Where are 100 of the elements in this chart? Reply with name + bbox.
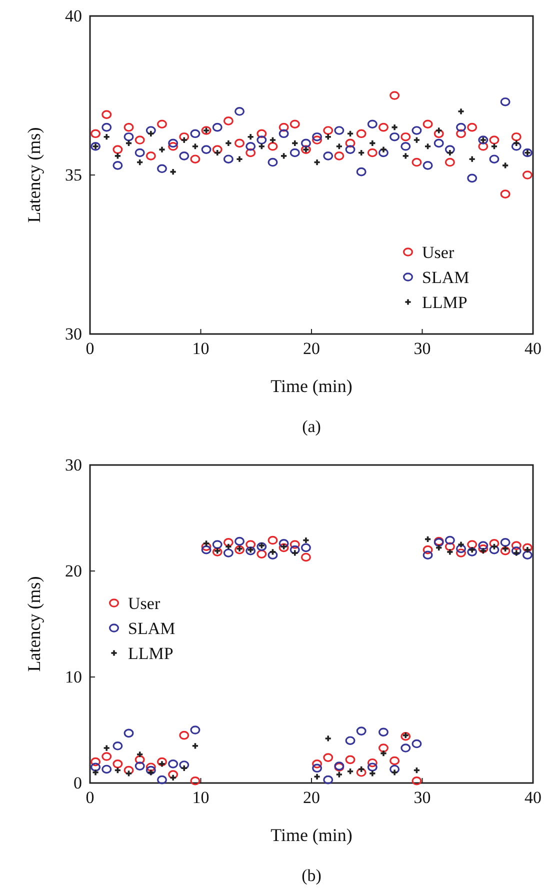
point (179, 730, 190, 740)
point (490, 142, 498, 150)
point (367, 120, 378, 129)
point (156, 775, 167, 784)
point (224, 140, 232, 147)
point (312, 764, 322, 773)
point (102, 122, 112, 132)
point (102, 752, 112, 761)
point (179, 760, 190, 770)
point (368, 770, 376, 778)
point (312, 136, 322, 144)
point (300, 552, 311, 562)
point (146, 152, 156, 160)
legend-label: LLMP (128, 644, 174, 663)
point (256, 129, 267, 138)
legend-label: LLMP (422, 293, 468, 312)
x-tick-label: 10 (192, 788, 210, 808)
point (478, 142, 488, 151)
point (468, 155, 476, 163)
point (313, 772, 321, 780)
point (190, 129, 200, 138)
point (512, 140, 520, 147)
legend-label: User (422, 243, 454, 262)
point (202, 540, 210, 548)
point (278, 539, 289, 548)
point (378, 122, 388, 132)
point (201, 542, 212, 552)
point (223, 538, 234, 547)
point (234, 107, 245, 116)
point (422, 545, 433, 554)
point (278, 129, 289, 138)
point (268, 536, 278, 545)
point (278, 122, 289, 132)
point (356, 768, 366, 777)
point (90, 129, 101, 138)
point (323, 126, 334, 135)
point (125, 770, 132, 778)
point (489, 545, 500, 554)
y-tick-label: 0 (74, 773, 82, 792)
point (358, 149, 366, 156)
point (136, 750, 144, 758)
point (146, 762, 156, 772)
point (390, 756, 400, 766)
point (312, 132, 322, 142)
point (246, 148, 256, 158)
point (246, 540, 256, 549)
point (134, 755, 145, 764)
point (302, 536, 310, 544)
point (402, 152, 410, 160)
point (214, 149, 222, 156)
point (478, 541, 488, 550)
point (456, 548, 466, 558)
point (258, 142, 266, 150)
point (367, 762, 378, 772)
point (444, 542, 455, 552)
point (268, 158, 278, 167)
point (422, 161, 433, 170)
point (490, 542, 498, 550)
point (290, 545, 300, 554)
point (467, 548, 478, 556)
point (524, 546, 532, 554)
point (457, 108, 465, 116)
point (422, 550, 433, 560)
point (444, 158, 455, 167)
point (212, 540, 222, 549)
point (124, 132, 134, 142)
point (412, 739, 422, 748)
point (112, 161, 123, 170)
legend-label: SLAM (422, 268, 470, 287)
point (224, 542, 232, 550)
point (368, 140, 376, 147)
point (192, 142, 199, 150)
y-axis-title: Latency (ms) (24, 127, 44, 223)
point (324, 734, 332, 742)
x-tick-label: 40 (524, 788, 542, 808)
point (190, 726, 200, 734)
y-tick-label: 40 (65, 6, 82, 26)
point (146, 766, 156, 775)
point (434, 129, 444, 138)
point (346, 768, 354, 776)
point (190, 154, 200, 164)
point (256, 136, 267, 144)
point (114, 766, 122, 774)
legend-label: SLAM (128, 619, 176, 638)
point (489, 154, 500, 164)
point (424, 142, 432, 150)
point (500, 97, 510, 106)
point (435, 126, 443, 134)
point (456, 129, 466, 138)
point (412, 158, 422, 167)
point (312, 760, 322, 768)
point (112, 760, 123, 768)
point (136, 158, 144, 166)
point (444, 145, 455, 154)
point (246, 142, 256, 151)
point (390, 91, 400, 100)
point (134, 136, 145, 144)
point (467, 540, 478, 549)
point (223, 116, 234, 126)
point (522, 170, 532, 180)
